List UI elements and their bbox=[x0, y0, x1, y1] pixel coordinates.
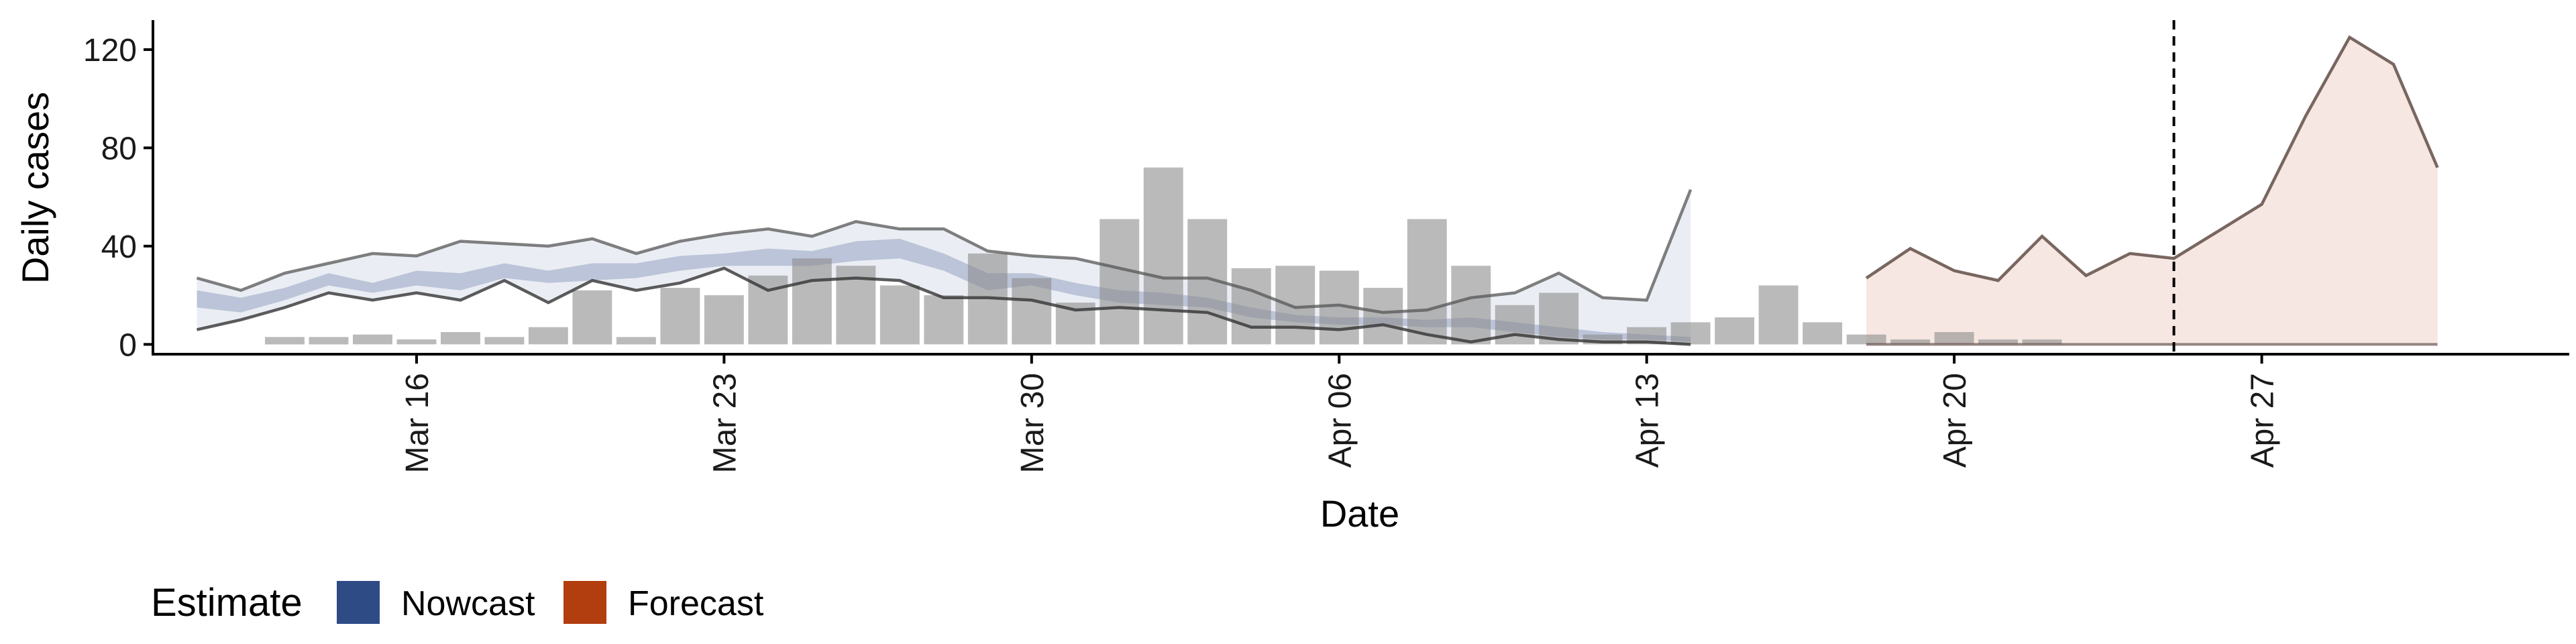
nowcast-upper-line bbox=[196, 189, 1693, 315]
case-bar bbox=[1846, 334, 1886, 345]
x-tick-label: Mar 23 bbox=[707, 373, 743, 473]
case-bar bbox=[1231, 268, 1271, 345]
x-tick-label: Apr 06 bbox=[1322, 373, 1358, 468]
case-bar bbox=[879, 285, 920, 345]
case-bar bbox=[528, 327, 568, 345]
case-bar bbox=[1715, 317, 1755, 345]
case-bar bbox=[396, 339, 437, 345]
legend-title: Estimate bbox=[151, 581, 303, 625]
y-tick-label: 80 bbox=[101, 131, 137, 166]
case-bar bbox=[1099, 219, 1140, 345]
case-bar bbox=[353, 334, 392, 345]
case-bar bbox=[616, 337, 656, 345]
x-tick-label: Mar 30 bbox=[1015, 373, 1051, 473]
case-bar bbox=[1934, 332, 1974, 345]
case-bar bbox=[1758, 285, 1799, 345]
nowcast-lower-line bbox=[197, 266, 1691, 346]
y-tick-label: 40 bbox=[101, 229, 137, 265]
case-bar bbox=[704, 295, 744, 345]
estimate-interval-lines bbox=[196, 35, 2439, 346]
forecast-band bbox=[1866, 37, 2438, 345]
case-bar bbox=[1143, 167, 1183, 345]
legend-key-forecast bbox=[564, 581, 606, 624]
legend: Estimate Nowcast Forecast bbox=[151, 581, 764, 625]
legend-key-nowcast bbox=[337, 581, 380, 624]
case-bar bbox=[265, 337, 305, 345]
case-bar bbox=[792, 258, 832, 345]
x-axis-ticks: Mar 16 Mar 23 Mar 30 Apr 06 Apr 13 Apr 20 Apr … bbox=[400, 354, 2281, 473]
legend-label-forecast: Forecast bbox=[628, 584, 764, 623]
case-bar bbox=[2022, 339, 2062, 345]
nowcast-outer-band bbox=[197, 189, 1691, 345]
case-bar bbox=[924, 295, 964, 345]
case-bar bbox=[1275, 266, 1316, 345]
case-bar bbox=[1978, 339, 2018, 345]
case-bar bbox=[484, 337, 525, 345]
y-axis-ticks: 0 40 80 120 bbox=[83, 33, 153, 363]
case-bar bbox=[572, 290, 612, 345]
x-tick-label: Mar 16 bbox=[400, 373, 435, 473]
case-bar bbox=[1012, 278, 1052, 345]
case-bar bbox=[1407, 219, 1447, 345]
case-bar bbox=[1363, 288, 1403, 345]
y-tick-label: 0 bbox=[119, 327, 137, 363]
axes bbox=[152, 20, 2569, 356]
case-bar bbox=[1803, 322, 1843, 345]
observed-case-bars bbox=[265, 167, 2062, 345]
forecast-upper-line bbox=[1865, 35, 2439, 282]
x-axis-title: Date bbox=[1320, 492, 1399, 535]
case-bar bbox=[309, 337, 349, 345]
case-bar bbox=[1670, 322, 1711, 345]
y-tick-label: 120 bbox=[83, 33, 137, 68]
x-tick-label: Apr 27 bbox=[2245, 373, 2281, 468]
y-axis-title: Daily cases bbox=[14, 92, 56, 284]
estimate-bands bbox=[197, 37, 2438, 345]
x-tick-label: Apr 20 bbox=[1937, 373, 1973, 468]
x-tick-label: Apr 13 bbox=[1630, 373, 1666, 468]
case-bar bbox=[441, 332, 480, 345]
case-bar bbox=[1539, 292, 1579, 345]
legend-label-nowcast: Nowcast bbox=[401, 584, 535, 623]
case-bar bbox=[1890, 339, 1931, 345]
case-bar bbox=[1495, 305, 1535, 345]
nowcast-inner-band bbox=[197, 238, 1691, 342]
case-bar bbox=[660, 288, 700, 345]
case-bar bbox=[1451, 266, 1491, 345]
